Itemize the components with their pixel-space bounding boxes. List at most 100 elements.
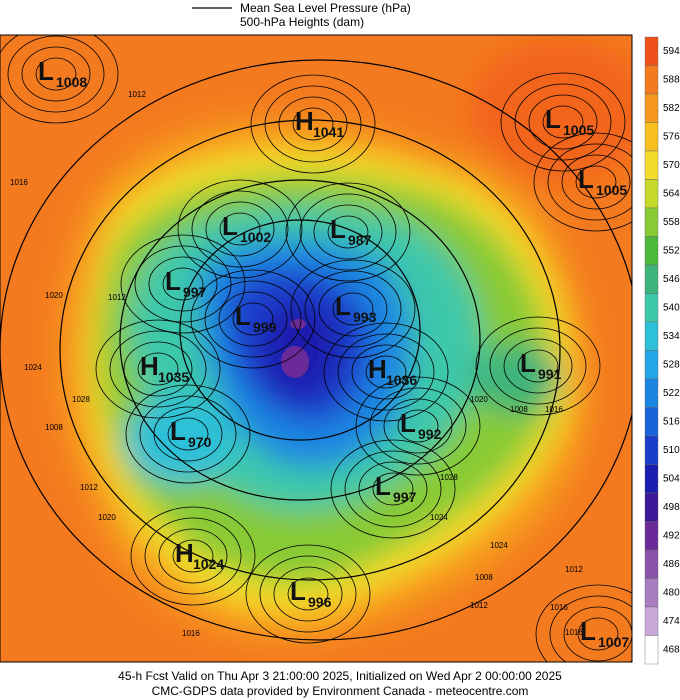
isobar — [204, 280, 302, 358]
colorbar-cell — [644, 264, 659, 294]
pressure-center-value: 997 — [393, 489, 417, 505]
isobar — [318, 281, 388, 337]
pressure-center-kind: L — [580, 616, 596, 646]
contour-label: 1012 — [128, 90, 146, 99]
colorbar-label: 474 — [663, 616, 680, 627]
pressure-center-value: 1041 — [313, 124, 344, 140]
pressure-center-value: 999 — [253, 319, 277, 335]
colorbar-label: 504 — [663, 473, 680, 484]
isobar — [533, 132, 632, 232]
isobar — [517, 349, 559, 383]
isobar — [232, 302, 274, 336]
colorbar-cell — [644, 293, 659, 323]
isobar — [542, 105, 584, 139]
pressure-center-kind: L — [400, 408, 416, 438]
isobar — [577, 617, 619, 651]
isobar — [137, 352, 179, 386]
isobar — [123, 341, 193, 397]
isobar — [245, 544, 371, 644]
contour-label: 1016 — [565, 628, 583, 637]
isobar — [259, 555, 357, 633]
colorbar-cell — [644, 606, 659, 636]
contour-label: 1012 — [565, 565, 583, 574]
colorbar-cell — [644, 122, 659, 152]
pressure-center-kind: H — [140, 351, 159, 381]
colorbar-label: 534 — [663, 331, 680, 342]
isobar — [21, 46, 91, 102]
colorbar-cell — [644, 207, 659, 237]
pressure-center-value: 1035 — [158, 369, 189, 385]
colorbar-label: 468 — [663, 644, 680, 655]
isobar — [139, 395, 237, 473]
isobar — [292, 107, 334, 141]
colorbar-cell — [644, 378, 659, 408]
contour-label: 1020 — [470, 395, 488, 404]
pressure-center-value: 992 — [418, 426, 442, 442]
isobar — [120, 234, 246, 334]
pressure-center-value: 1005 — [563, 122, 594, 138]
isobar — [369, 387, 467, 465]
isobar — [0, 35, 119, 124]
footer-text: 45-h Fcst Valid on Thu Apr 3 21:00:00 20… — [118, 669, 562, 683]
isobar — [323, 322, 449, 422]
pressure-center-kind: L — [165, 266, 181, 296]
contour-label: 1008 — [510, 405, 528, 414]
isobar — [365, 355, 407, 389]
isobar — [313, 204, 383, 260]
map-field — [0, 35, 632, 662]
colorbar-cell — [644, 407, 659, 437]
isobar — [7, 35, 105, 113]
isobar — [250, 74, 376, 174]
isobar — [503, 338, 573, 394]
pressure-center-kind: L — [235, 301, 251, 331]
pressure-center-value: 1008 — [56, 74, 87, 90]
pressure-center-value: 996 — [308, 594, 332, 610]
pressure-center-value: 1036 — [386, 372, 417, 388]
colorbar-label: 558 — [663, 217, 680, 228]
pressure-center-value: 1007 — [598, 634, 629, 650]
pressure-center-kind: L — [335, 291, 351, 321]
isobar — [172, 539, 214, 573]
isobar — [549, 595, 632, 662]
colorbar-cell — [644, 435, 659, 465]
pressure-center-kind: L — [330, 214, 346, 244]
isobar — [287, 577, 329, 611]
isobar — [130, 506, 256, 606]
colorbar-label: 552 — [663, 245, 680, 256]
colorbar-cell — [644, 492, 659, 522]
isobar — [278, 96, 348, 152]
isobar — [95, 319, 221, 419]
contour-label: 1012 — [80, 483, 98, 492]
isobar — [372, 472, 414, 506]
contour-label: 1020 — [98, 513, 116, 522]
isobar — [327, 215, 369, 249]
isobar — [332, 292, 374, 326]
colorbar-label: 510 — [663, 445, 680, 456]
isobar — [330, 439, 456, 539]
colorbar-label: 528 — [663, 359, 680, 370]
isobar — [219, 212, 261, 246]
contour-label: 1008 — [45, 423, 63, 432]
colorbar-cell — [644, 179, 659, 209]
legend-text: Mean Sea Level Pressure (hPa) — [240, 1, 411, 15]
contour-label: 1016 — [550, 603, 568, 612]
pressure-center-kind: L — [578, 164, 594, 194]
isobar — [191, 190, 289, 268]
colorbar-cell — [644, 549, 659, 579]
isobar — [162, 267, 204, 301]
contour-label: 1016 — [182, 629, 200, 638]
isobar — [290, 259, 416, 359]
colorbar-cell — [644, 321, 659, 351]
contour-label: 1024 — [430, 513, 448, 522]
colorbar-cell — [644, 635, 659, 665]
isobar — [535, 584, 632, 662]
colorbar-label: 582 — [663, 103, 680, 114]
isobar — [35, 57, 77, 91]
colorbar-label: 522 — [663, 388, 680, 399]
isobar — [299, 193, 397, 271]
colorbar-cell — [644, 150, 659, 180]
colorbar-label: 594 — [663, 46, 680, 57]
pressure-center-kind: L — [520, 348, 536, 378]
pressure-center-value: 1002 — [240, 229, 271, 245]
